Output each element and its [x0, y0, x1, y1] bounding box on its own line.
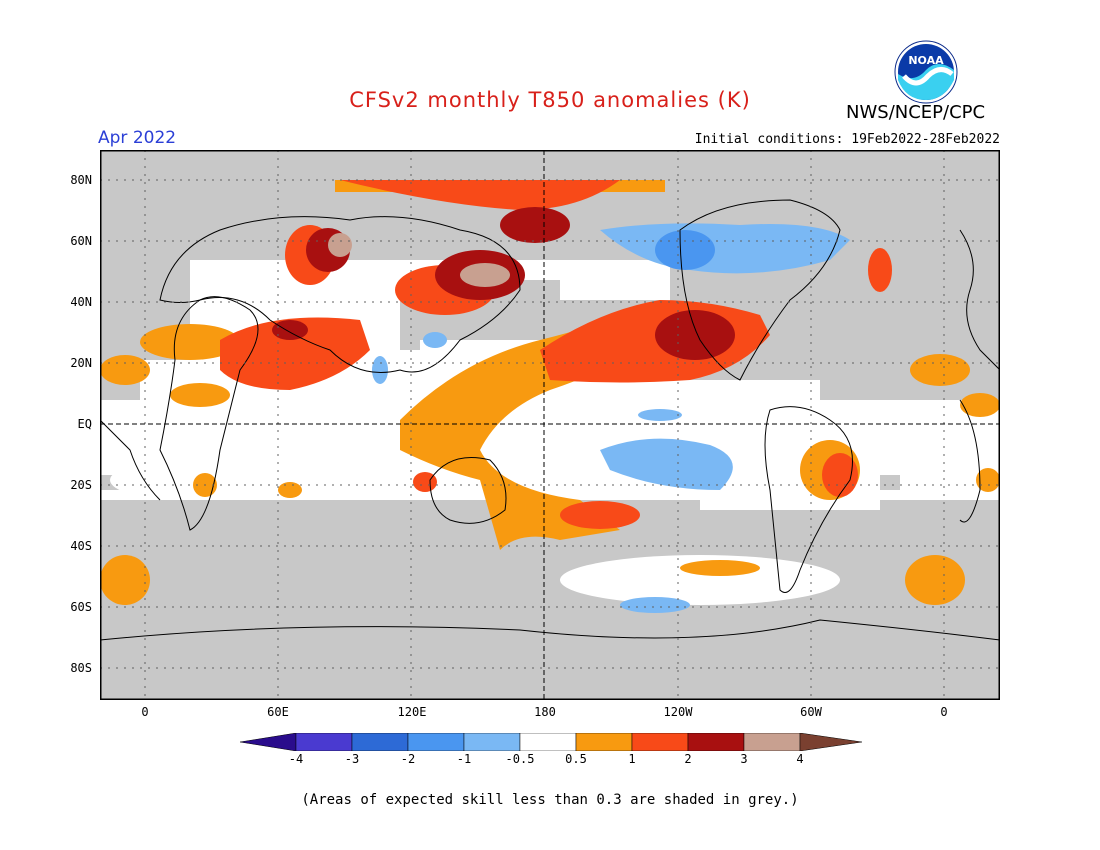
- chart-title: CFSv2 monthly T850 anomalies (K): [349, 88, 751, 112]
- logo-text: NOAA: [908, 54, 944, 67]
- colorbar-tick-minus1: -1: [456, 752, 472, 766]
- low-skill-shading: [100, 150, 1000, 700]
- lat-label-eq: EQ: [77, 417, 92, 431]
- reference-lines: [100, 150, 1000, 700]
- colorbar-max-arrow: [799, 733, 862, 751]
- colorbar-tick-minus2: -2: [400, 752, 416, 766]
- lon-label-0: 0: [141, 705, 149, 719]
- colorbar-tick-minus05: -0.5: [505, 752, 535, 766]
- colorbar-tick-1: 1: [628, 752, 636, 766]
- anomaly-map: [100, 150, 1000, 700]
- colorbar-bin-6: [575, 733, 633, 751]
- lon-label-0-right: 0: [940, 705, 948, 719]
- lon-label-180: 180: [534, 705, 556, 719]
- colorbar-bin-5: [519, 733, 577, 751]
- colorbar-bin-1: [295, 733, 353, 751]
- warm-anomaly-3-4: [328, 233, 510, 287]
- map-frame: [100, 150, 1000, 700]
- initial-conditions: Initial conditions: 19Feb2022-28Feb2022: [694, 132, 1000, 147]
- lon-label-120e: 120E: [397, 705, 427, 719]
- colorbar-min-arrow: [240, 733, 297, 751]
- forecast-month: Apr 2022: [98, 128, 177, 148]
- lat-label-60n: 60N: [70, 234, 92, 248]
- colorbar-tick-05: 0.5: [565, 752, 587, 766]
- colorbar-bin-2: [351, 733, 409, 751]
- lat-label-20s: 20S: [70, 478, 92, 492]
- lon-label-60e: 60E: [267, 705, 289, 719]
- colorbar: [240, 733, 862, 751]
- lat-label-20n: 20N: [70, 356, 92, 370]
- lat-label-80n: 80N: [70, 173, 92, 187]
- lat-label-40n: 40N: [70, 295, 92, 309]
- lat-label-60s: 60S: [70, 600, 92, 614]
- noaa-logo: NOAA: [894, 40, 958, 104]
- colorbar-tick-3: 3: [740, 752, 748, 766]
- colorbar-bin-8: [687, 733, 745, 751]
- colorbar-bin-7: [631, 733, 689, 751]
- colorbar-bin-3: [407, 733, 465, 751]
- lon-label-120w: 120W: [663, 705, 693, 719]
- colorbar-tick-minus4: -4: [288, 752, 304, 766]
- colorbar-bin-9: [743, 733, 801, 751]
- lat-label-40s: 40S: [70, 539, 92, 553]
- cold-anomaly-minus1-minus2: [655, 230, 715, 270]
- coastlines: [100, 199, 1000, 641]
- lat-label-80s: 80S: [70, 661, 92, 675]
- colorbar-tick-2: 2: [684, 752, 692, 766]
- colorbar-tick-4: 4: [796, 752, 804, 766]
- organization-label: NWS/NCEP/CPC: [846, 102, 986, 123]
- map-gridlines: [100, 150, 1000, 700]
- colorbar-tick-minus3: -3: [344, 752, 360, 766]
- skill-footnote: (Areas of expected skill less than 0.3 a…: [301, 792, 799, 808]
- lon-label-60w: 60W: [800, 705, 822, 719]
- colorbar-bin-4: [463, 733, 521, 751]
